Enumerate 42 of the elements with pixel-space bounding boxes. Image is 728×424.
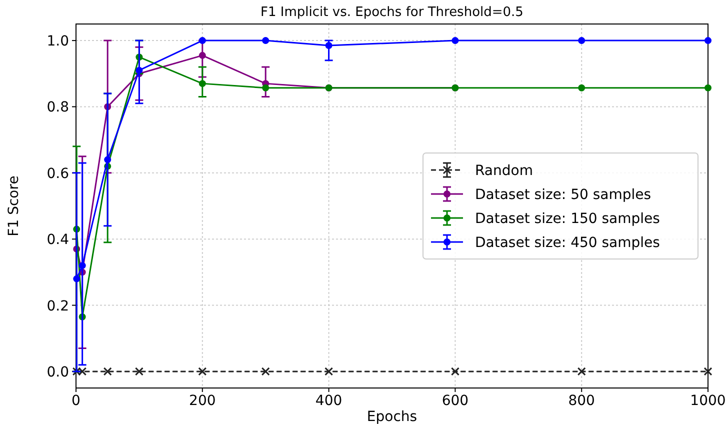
point (578, 37, 586, 44)
y-axis-title: F1 Score (6, 176, 22, 236)
legend-label: Dataset size: 50 samples (475, 187, 652, 203)
point (704, 37, 712, 44)
point (578, 84, 586, 92)
point (78, 262, 86, 270)
point (577, 367, 586, 376)
point (704, 367, 712, 376)
point (103, 367, 112, 376)
y-tick-label: 0.2 (46, 298, 69, 314)
x-tick-label: 200 (189, 393, 216, 409)
point (198, 80, 206, 88)
point (261, 367, 270, 376)
x-tick-label: 800 (568, 393, 595, 409)
y-tick-label: 0.4 (46, 232, 70, 248)
point (262, 84, 270, 92)
point (136, 66, 143, 74)
x-tick-label: 0 (72, 393, 80, 409)
y-tick-label: 1.0 (46, 34, 69, 50)
chart-title: F1 Implicit vs. Epochs for Threshold=0.5 (260, 5, 524, 20)
x-tick-label: 600 (442, 393, 469, 409)
point (262, 37, 270, 44)
x-tick-label: 400 (315, 393, 342, 409)
point (198, 37, 206, 44)
point (324, 367, 334, 376)
point (134, 367, 144, 376)
legend-label: Dataset size: 150 samples (475, 211, 660, 227)
point (450, 367, 460, 376)
point (73, 275, 80, 282)
x-tick-label: 1000 (690, 393, 726, 409)
point (325, 42, 332, 50)
y-tick-label: 0.0 (46, 364, 69, 380)
point (198, 52, 206, 59)
point (704, 84, 712, 92)
x-axis-title: Epochs (366, 409, 418, 424)
point (452, 37, 459, 44)
point (104, 156, 112, 164)
y-tick-label: 0.8 (46, 100, 69, 116)
legend-label: Random (475, 163, 533, 179)
legend-label: Dataset size: 450 samples (475, 235, 660, 251)
point (198, 367, 207, 376)
y-tick-label: 0.6 (46, 166, 70, 182)
